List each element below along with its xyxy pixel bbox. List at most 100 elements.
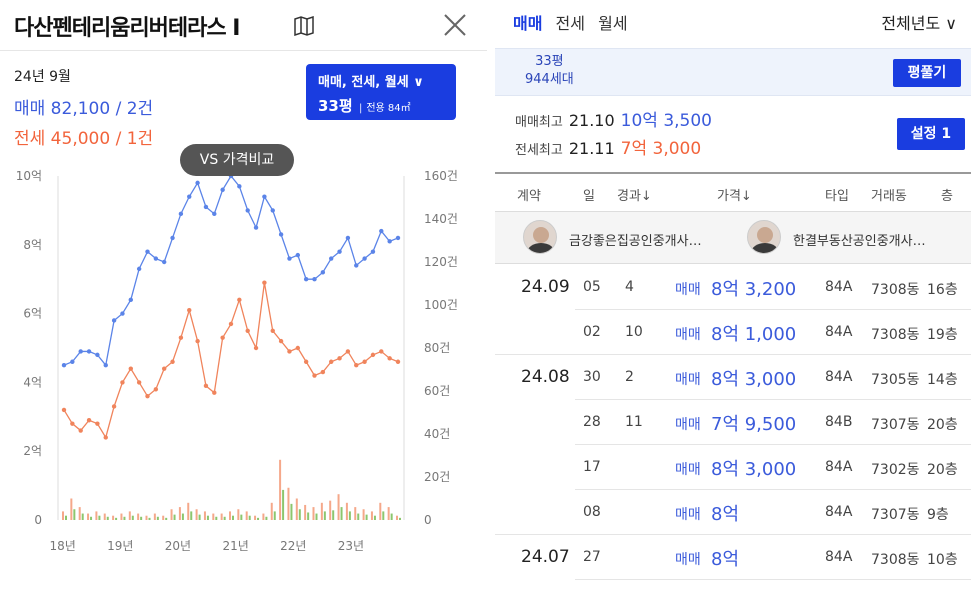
- series-point: [145, 249, 150, 254]
- y-tick-right: 80건: [424, 341, 450, 355]
- volume-bar: [323, 511, 326, 520]
- volume-bar: [282, 489, 285, 520]
- trade-price: 8억 1,000: [711, 324, 797, 345]
- table-row[interactable]: 02 10 매매 8억 1,000 84A 7308동 19층: [495, 310, 971, 355]
- unit-type: 84A: [825, 549, 853, 565]
- building: 7305동: [871, 372, 920, 388]
- table-row[interactable]: 28 11 매매 7억 9,500 84B 7307동 20층: [495, 400, 971, 445]
- volume-bar: [148, 517, 151, 520]
- volume-bar: [279, 459, 282, 520]
- series-point: [120, 311, 125, 316]
- volume-bar: [370, 511, 373, 520]
- volume-bar: [295, 498, 298, 520]
- tab-sale[interactable]: 매매: [513, 14, 543, 33]
- trade-price: 8억 3,000: [711, 369, 797, 390]
- price-chart[interactable]: 0 2억 4억 6억 8억 10억 0 20건 40건 60건 80건 100건 120건 140건 160…: [0, 160, 487, 560]
- table-row[interactable]: 17 매매 8억 3,000 84A 7302동 20층: [495, 445, 971, 490]
- series-line-1: [63, 282, 399, 440]
- volume-bar: [332, 510, 335, 520]
- col-type[interactable]: 타입: [825, 189, 849, 204]
- year-select[interactable]: 전체년도 ∨: [881, 14, 957, 33]
- volume-bar: [373, 515, 376, 520]
- sale-summary: 매매 82,100 / 2건: [14, 99, 154, 119]
- volume-bar: [245, 511, 248, 520]
- vs-compare-button[interactable]: VS 가격비교: [180, 144, 294, 176]
- trade-kind: 매매: [675, 372, 701, 388]
- volume-bar: [178, 507, 181, 520]
- elapsed-days: 2: [625, 369, 634, 385]
- col-price[interactable]: 가격↓: [717, 189, 752, 204]
- volume-bar: [307, 512, 310, 520]
- trade-type-filter-button[interactable]: 매매, 전세, 월세 ∨ 33평 | 전용 84㎡: [306, 64, 456, 120]
- agent-name-2[interactable]: 한결부동산공인중개사…: [793, 234, 926, 249]
- table-row[interactable]: 24.08 30 2 매매 8억 3,000 84A 7305동 14층: [495, 355, 971, 400]
- series-point: [320, 270, 326, 275]
- volume-bar: [304, 504, 307, 520]
- volume-bar: [248, 515, 251, 520]
- floor: 19층: [927, 327, 958, 343]
- series-point: [103, 363, 108, 368]
- volume-bar: [156, 516, 159, 520]
- table-row[interactable]: 24.07 27 매매 8억 84A 7308동 10층: [495, 535, 971, 580]
- table-header: 계약 일 경과↓ 가격↓ 타입 거래동 층: [495, 172, 971, 212]
- volume-bar: [265, 516, 268, 520]
- volume-bar: [115, 517, 118, 520]
- col-contract[interactable]: 계약: [517, 189, 541, 204]
- series-point: [203, 383, 209, 389]
- agent-avatar: [523, 220, 557, 254]
- trade-price: 8억: [711, 504, 740, 525]
- size-label: 33평: [318, 97, 353, 115]
- contract-day: 27: [583, 549, 601, 565]
- max-sale-label: 매매최고: [515, 115, 563, 130]
- col-floor[interactable]: 층: [941, 189, 953, 204]
- building: 7302동: [871, 462, 920, 478]
- col-day[interactable]: 일: [583, 189, 595, 204]
- table-row[interactable]: 08 매매 8억 84A 7307동 9층: [495, 490, 971, 535]
- unit-type: 84A: [825, 504, 853, 520]
- series-point: [295, 345, 300, 351]
- map-icon[interactable]: [293, 16, 315, 36]
- series-point: [303, 359, 309, 364]
- close-icon[interactable]: [440, 10, 470, 40]
- max-price-block: 매매최고 21.10 10억 3,500 전세최고 21.11 7억 3,000: [515, 108, 712, 164]
- col-dong[interactable]: 거래동: [871, 189, 907, 204]
- agent-name-1[interactable]: 금강좋은집공인중개사…: [569, 234, 702, 249]
- trade-price: 8억 3,000: [711, 459, 797, 480]
- series-point: [278, 338, 284, 344]
- elapsed-days: 10: [625, 324, 643, 340]
- volume-bar: [290, 503, 293, 520]
- row-divider: [495, 354, 971, 355]
- volume-bar: [137, 513, 140, 520]
- volume-bar: [62, 511, 64, 520]
- y-tick-left: 6억: [23, 307, 42, 321]
- size-separator: |: [358, 103, 363, 114]
- elapsed-days: 4: [625, 279, 634, 295]
- floor: 9층: [927, 507, 949, 523]
- unit-type: 84A: [825, 324, 853, 340]
- volume-bar: [237, 509, 240, 520]
- x-tick: 23년: [338, 539, 364, 553]
- volume-bar: [262, 513, 265, 520]
- tab-wolse[interactable]: 월세: [598, 14, 628, 33]
- tab-jeonse[interactable]: 전세: [555, 14, 585, 33]
- settings-button[interactable]: 설정 1: [897, 118, 965, 150]
- max-rent-row: 전세최고 21.11 7억 3,000: [515, 136, 712, 164]
- col-elapsed[interactable]: 경과↓: [617, 189, 652, 204]
- series-point: [153, 256, 159, 261]
- volume-bar: [173, 514, 176, 520]
- series-point: [354, 263, 359, 268]
- series-point: [387, 356, 392, 361]
- pyeong-toggle-button[interactable]: 평풀기: [893, 59, 961, 87]
- volume-bar: [270, 502, 273, 520]
- table-row[interactable]: 24.09 05 4 매매 8억 3,200 84A 7308동 16층: [495, 265, 971, 310]
- volume-bar: [81, 513, 84, 520]
- y-tick-right: 160건: [424, 169, 458, 183]
- volume-bar: [87, 513, 90, 520]
- floor: 20층: [927, 417, 958, 433]
- series-point: [262, 280, 267, 285]
- max-sale-price: 10억 3,500: [620, 111, 712, 131]
- y-tick-left: 2억: [23, 444, 42, 458]
- volume-bar: [379, 502, 382, 520]
- floor: 16층: [927, 282, 958, 298]
- y-tick-right: 60건: [424, 384, 450, 398]
